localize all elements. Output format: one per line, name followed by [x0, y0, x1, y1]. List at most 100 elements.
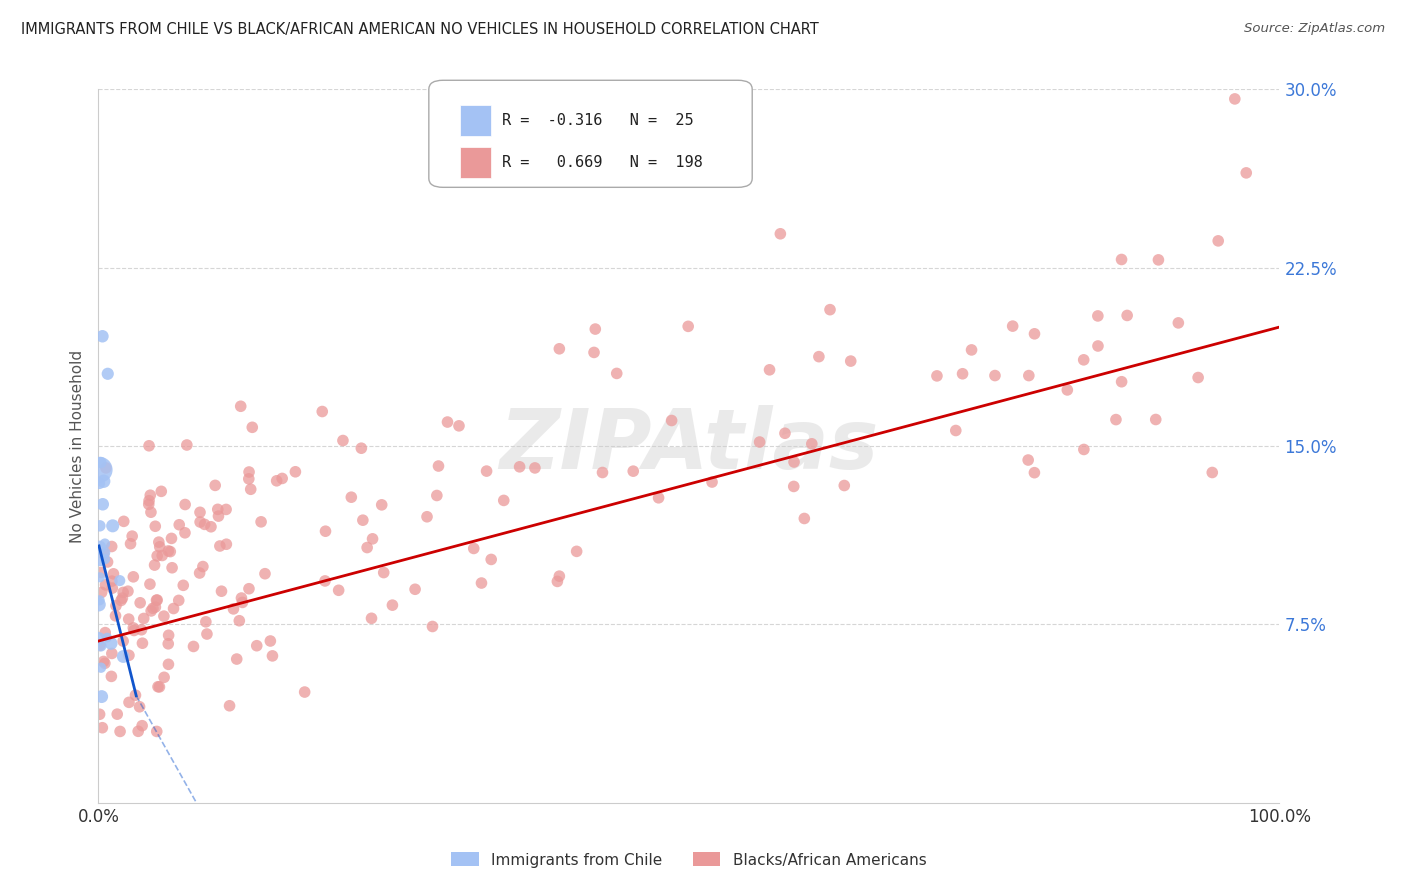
Point — [101, 574, 124, 588]
Point — [120, 537, 142, 551]
Point — [1167, 316, 1189, 330]
Point — [167, 517, 190, 532]
Point — [112, 514, 135, 528]
Point — [262, 648, 284, 663]
Point — [315, 524, 337, 539]
Point — [118, 612, 141, 626]
Point — [100, 636, 122, 650]
Point — [1206, 234, 1229, 248]
Point — [194, 615, 217, 629]
Point — [89, 593, 111, 607]
Point — [284, 465, 307, 479]
Point — [240, 420, 263, 434]
Point — [259, 634, 281, 648]
Text: IMMIGRANTS FROM CHILE VS BLACK/AFRICAN AMERICAN NO VEHICLES IN HOUSEHOLD CORRELA: IMMIGRANTS FROM CHILE VS BLACK/AFRICAN A… — [21, 22, 818, 37]
Point — [207, 509, 229, 524]
Point — [229, 399, 252, 413]
Point — [783, 479, 806, 493]
Point — [370, 498, 392, 512]
Point — [475, 464, 498, 478]
Point — [208, 539, 231, 553]
Point — [1111, 375, 1133, 389]
Point — [246, 639, 269, 653]
Point — [146, 549, 169, 563]
Point — [404, 582, 426, 597]
Point — [143, 558, 166, 573]
Point — [1144, 412, 1167, 426]
Point — [90, 456, 112, 470]
Point — [194, 517, 217, 532]
Point — [352, 513, 374, 527]
Point — [426, 488, 449, 502]
Point — [87, 598, 110, 612]
Point — [146, 593, 169, 607]
Point — [145, 593, 167, 607]
Point — [103, 566, 125, 581]
Point — [271, 471, 294, 485]
Point — [94, 461, 117, 475]
Point — [100, 669, 122, 683]
Point — [200, 520, 222, 534]
Point — [340, 490, 363, 504]
Point — [176, 438, 198, 452]
Point — [174, 525, 197, 540]
Point — [138, 493, 160, 508]
Point — [783, 455, 806, 469]
Point — [128, 699, 150, 714]
Point — [1111, 252, 1133, 267]
Point — [100, 540, 122, 554]
Point — [294, 685, 316, 699]
Point — [94, 536, 117, 550]
Point — [93, 547, 115, 561]
Point — [793, 511, 815, 525]
Point — [222, 602, 245, 616]
Point — [1087, 339, 1109, 353]
Point — [149, 540, 172, 554]
Point — [960, 343, 983, 357]
Point — [361, 532, 384, 546]
Point — [87, 632, 110, 646]
Point — [1105, 412, 1128, 426]
Point — [548, 569, 571, 583]
Point — [360, 611, 382, 625]
Point — [470, 576, 492, 591]
Point — [661, 413, 683, 427]
Point — [447, 418, 470, 433]
Point — [160, 560, 183, 574]
Point — [818, 302, 841, 317]
Point — [104, 608, 127, 623]
Point — [112, 634, 135, 648]
Point — [546, 574, 568, 589]
Point — [621, 464, 644, 478]
Point — [239, 483, 262, 497]
Point — [157, 544, 180, 558]
Point — [167, 593, 190, 607]
Point — [188, 566, 211, 580]
Point — [118, 695, 141, 709]
Point — [373, 566, 395, 580]
Point — [94, 578, 117, 592]
Point — [311, 404, 333, 418]
Point — [91, 497, 114, 511]
Point — [91, 721, 114, 735]
Point — [647, 491, 669, 505]
Point — [479, 552, 502, 566]
Point — [96, 631, 118, 645]
Point — [238, 465, 260, 479]
Point — [758, 363, 780, 377]
Point — [93, 655, 115, 669]
Point — [1147, 252, 1170, 267]
Point — [984, 368, 1007, 383]
Point — [204, 478, 226, 492]
Point — [422, 619, 444, 633]
Point — [1116, 309, 1139, 323]
Point — [153, 670, 176, 684]
Point — [427, 458, 450, 473]
Point — [172, 578, 194, 592]
Point — [105, 707, 128, 722]
Point — [94, 625, 117, 640]
Point — [832, 478, 855, 492]
Point — [207, 502, 229, 516]
Text: R =  -0.316   N =  25: R = -0.316 N = 25 — [502, 113, 693, 128]
Point — [266, 474, 288, 488]
